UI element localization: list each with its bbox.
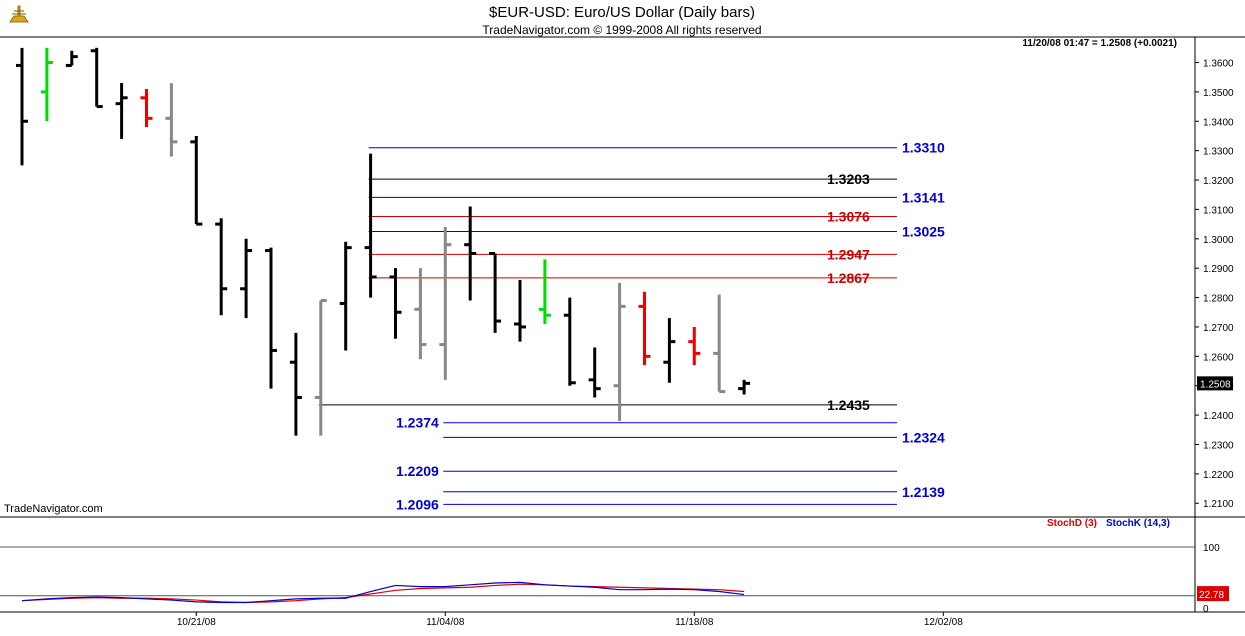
ohlc-bar	[464, 206, 477, 301]
price-tick-label: 1.2300	[1203, 440, 1234, 451]
price-tick-label: 1.2400	[1203, 411, 1234, 422]
ohlc-bar	[215, 218, 228, 316]
ohlc-bar	[40, 47, 53, 122]
last-price-label: 1.2508	[1200, 379, 1231, 390]
price-axis: 1.3600 1.3500 1.3400 1.3300 1.3200 1.3100 1.30…	[1195, 59, 1234, 510]
level-label: 1.3141	[902, 189, 945, 205]
price-tick-label: 1.3000	[1203, 235, 1234, 246]
legend-stochd: StochD (3)	[1047, 518, 1097, 529]
ohlc-bar	[16, 47, 28, 166]
chart-title: $EUR-USD: Euro/US Dollar (Daily bars)	[489, 4, 755, 21]
level-label: 1.3025	[902, 223, 945, 239]
watermark-text: TradeNavigator.com	[4, 503, 103, 515]
level-label: 1.2435	[827, 397, 870, 413]
ohlc-bar	[65, 50, 78, 67]
level-label: 1.2374	[396, 415, 439, 431]
ohlc-bar	[663, 318, 676, 383]
price-tick-label: 1.2700	[1203, 323, 1234, 334]
ohlc-bar	[414, 268, 427, 360]
ohlc-bar	[90, 47, 103, 109]
date-tick-label: 11/18/08	[675, 617, 714, 628]
level-label: 1.3310	[902, 140, 945, 156]
price-tick-label: 1.3100	[1203, 205, 1234, 216]
stochastic-panel: 100200StochD (3)StochK (14,3)22.78	[0, 518, 1229, 615]
ohlc-bar	[289, 332, 302, 436]
ohlc-bar	[514, 279, 526, 342]
date-tick-label: 12/02/08	[924, 617, 963, 628]
ohlc-bar	[389, 268, 402, 339]
level-label: 1.2867	[827, 270, 870, 286]
level-label: 1.3203	[827, 171, 870, 187]
chart-subtitle: TradeNavigator.com © 1999-2008 All right…	[482, 23, 761, 37]
date-axis: 10/21/08 11/04/08 11/18/08 12/02/08	[177, 612, 963, 628]
price-bars-layer	[16, 47, 751, 436]
ohlc-bar	[364, 153, 377, 298]
ohlc-bar	[489, 251, 502, 333]
price-tick-label: 1.2800	[1203, 294, 1234, 305]
levels-layer: 1.3310 1.3203 1.3141 1.3076 1.3025 1.2947 1.28…	[318, 140, 945, 512]
chart-logo	[9, 5, 29, 23]
level-label: 1.2324	[902, 429, 945, 445]
level-label: 1.3076	[827, 208, 870, 224]
ohlc-bar	[439, 227, 452, 380]
ohlc-bar	[588, 347, 601, 398]
ohlc-bar	[265, 247, 277, 389]
stoch-series-line	[21, 583, 745, 604]
ohlc-bar	[563, 297, 576, 386]
price-tick-label: 1.3400	[1203, 117, 1234, 128]
level-label: 1.2209	[396, 463, 439, 479]
level-label: 1.2947	[827, 246, 870, 262]
ohlc-bar	[638, 291, 651, 366]
stoch-tick-label: 100	[1203, 543, 1220, 554]
stoch-series-line	[21, 581, 745, 604]
ohlc-bar	[140, 88, 153, 128]
level-label: 1.2139	[902, 484, 945, 500]
stoch-last-label: 22.78	[1199, 590, 1224, 601]
ohlc-bar	[165, 83, 178, 157]
price-tick-label: 1.3600	[1203, 59, 1234, 70]
ohlc-bar	[538, 259, 551, 325]
stoch-tick-label: 0	[1203, 604, 1209, 615]
level-label: 1.2096	[396, 496, 439, 512]
price-tick-label: 1.2600	[1203, 352, 1234, 363]
last-price-marker	[1197, 376, 1233, 391]
ohlc-bar	[314, 299, 327, 436]
price-tick-label: 1.3200	[1203, 176, 1234, 187]
ohlc-bar	[613, 282, 626, 421]
price-tick-label: 1.2100	[1203, 499, 1234, 510]
price-tick-label: 1.3500	[1203, 88, 1234, 99]
stoch-last-marker	[1197, 586, 1229, 602]
ohlc-bar	[339, 241, 352, 351]
date-tick-label: 10/21/08	[177, 617, 216, 628]
ohlc-bar	[738, 379, 751, 395]
price-tick-label: 1.2900	[1203, 264, 1234, 275]
price-tick-label: 1.3300	[1203, 147, 1234, 158]
ohlc-bar	[713, 294, 726, 394]
quote-readout: 11/20/08 01:47 = 1.2508 (+0.0021)	[1022, 38, 1177, 49]
date-tick-label: 11/04/08	[426, 617, 465, 628]
ohlc-bar	[688, 326, 701, 366]
ohlc-bar	[115, 83, 128, 139]
ohlc-bar	[240, 238, 253, 319]
price-tick-label: 1.2200	[1203, 470, 1234, 481]
ohlc-bar	[190, 135, 203, 226]
legend-stochk: StochK (14,3)	[1106, 518, 1170, 529]
